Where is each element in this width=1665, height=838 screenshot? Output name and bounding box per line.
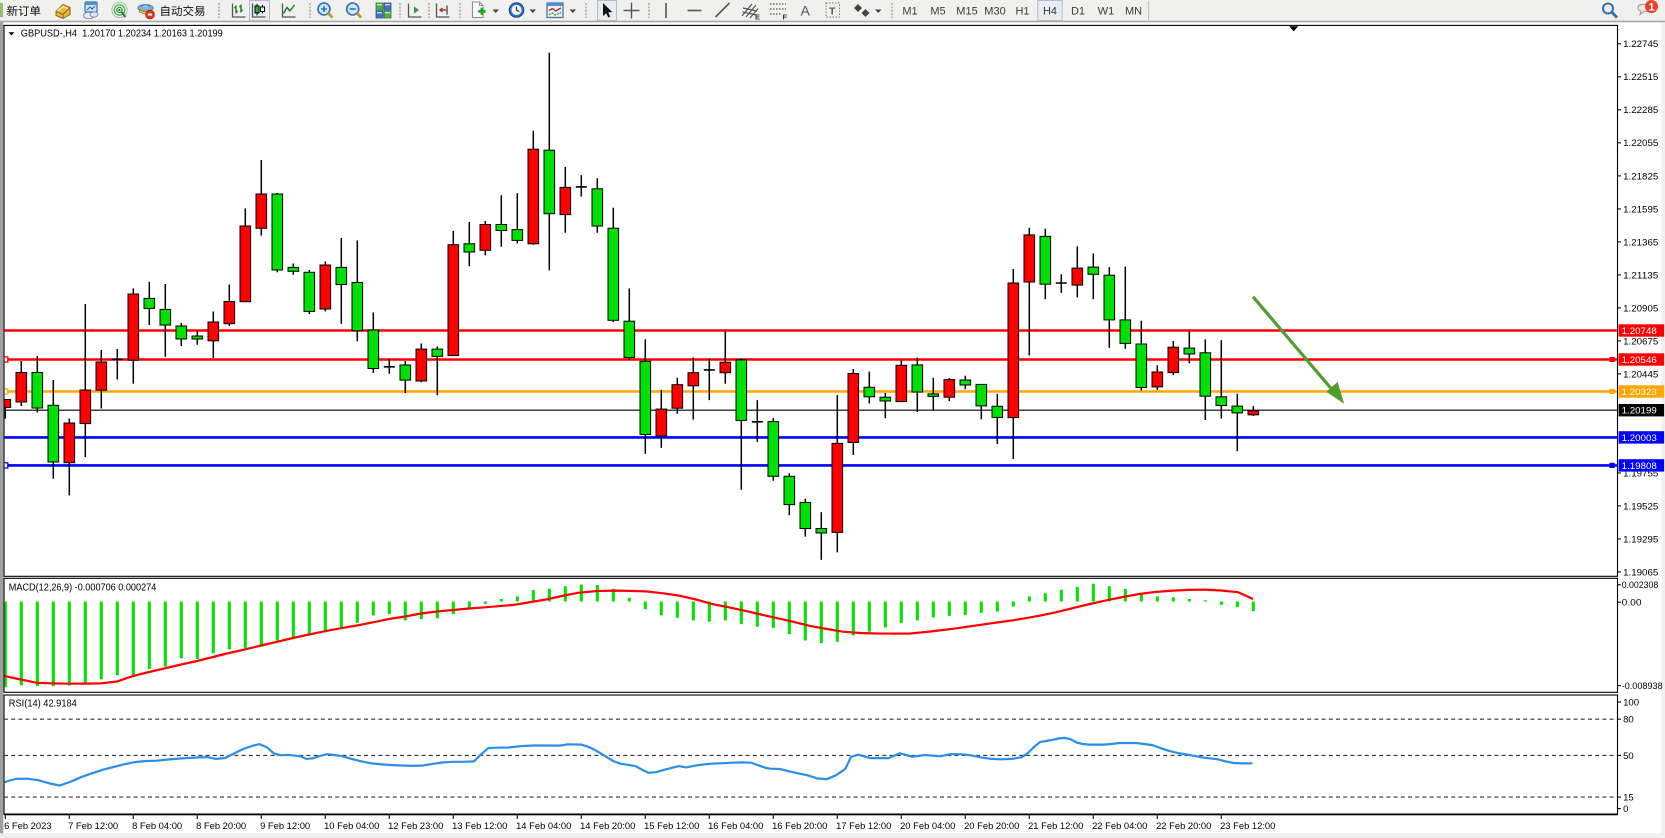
svg-text:D1: D1 (1071, 6, 1085, 18)
svg-text:1.19065: 1.19065 (1623, 567, 1658, 578)
svg-text:7 Feb 12:00: 7 Feb 12:00 (68, 820, 118, 831)
svg-text:1.22745: 1.22745 (1623, 39, 1658, 50)
svg-text:22 Feb 04:00: 22 Feb 04:00 (1092, 820, 1147, 831)
svg-text:A: A (801, 3, 811, 19)
svg-text:0: 0 (1623, 804, 1628, 815)
svg-text:1.19755: 1.19755 (1623, 468, 1658, 479)
svg-text:1.20748: 1.20748 (1622, 326, 1657, 337)
svg-text:0.00: 0.00 (1622, 598, 1642, 609)
svg-text:9 Feb 12:00: 9 Feb 12:00 (260, 820, 310, 831)
svg-text:20 Feb 04:00: 20 Feb 04:00 (900, 820, 955, 831)
svg-text:0.002308: 0.002308 (1622, 580, 1659, 591)
svg-text:RSI(14) 42.9184: RSI(14) 42.9184 (9, 698, 78, 709)
svg-text:10 Feb 04:00: 10 Feb 04:00 (324, 820, 379, 831)
svg-text:1.20199: 1.20199 (1622, 406, 1657, 417)
svg-text:1: 1 (1648, 2, 1654, 14)
svg-text:50: 50 (1623, 751, 1634, 762)
svg-text:1.20905: 1.20905 (1623, 303, 1658, 314)
svg-text:1.22055: 1.22055 (1623, 138, 1658, 149)
svg-text:1.22285: 1.22285 (1623, 105, 1658, 116)
svg-text:14 Feb 04:00: 14 Feb 04:00 (516, 820, 571, 831)
svg-text:1.20323: 1.20323 (1622, 387, 1657, 398)
svg-text:E: E (755, 13, 760, 22)
svg-text:1.20546: 1.20546 (1622, 355, 1657, 366)
svg-text:M5: M5 (930, 6, 945, 18)
svg-text:1.20445: 1.20445 (1623, 369, 1658, 380)
svg-text:H1: H1 (1015, 6, 1029, 18)
svg-text:MACD(12,26,9) -0.000706 0.0002: MACD(12,26,9) -0.000706 0.000274 (9, 583, 157, 594)
svg-text:6 Feb 2023: 6 Feb 2023 (4, 820, 51, 831)
svg-text:W1: W1 (1098, 6, 1115, 18)
svg-text:17 Feb 12:00: 17 Feb 12:00 (836, 820, 891, 831)
svg-text:1.21135: 1.21135 (1623, 270, 1658, 281)
svg-text:M1: M1 (902, 6, 917, 18)
svg-text:16 Feb 20:00: 16 Feb 20:00 (772, 820, 827, 831)
svg-text:14 Feb 20:00: 14 Feb 20:00 (580, 820, 635, 831)
svg-text:15: 15 (1623, 793, 1634, 804)
svg-text:21 Feb 12:00: 21 Feb 12:00 (1028, 820, 1083, 831)
svg-text:22 Feb 20:00: 22 Feb 20:00 (1156, 820, 1211, 831)
svg-text:1.20675: 1.20675 (1623, 336, 1658, 347)
svg-text:100: 100 (1623, 697, 1639, 708)
svg-text:M30: M30 (984, 6, 1005, 18)
svg-text:1.21365: 1.21365 (1623, 237, 1658, 248)
svg-text:16 Feb 04:00: 16 Feb 04:00 (708, 820, 763, 831)
svg-text:12 Feb 23:00: 12 Feb 23:00 (388, 820, 443, 831)
svg-text:23 Feb 12:00: 23 Feb 12:00 (1220, 820, 1275, 831)
svg-text:1.21825: 1.21825 (1623, 171, 1658, 182)
svg-text:15 Feb 12:00: 15 Feb 12:00 (644, 820, 699, 831)
svg-text:8 Feb 04:00: 8 Feb 04:00 (132, 820, 182, 831)
svg-text:80: 80 (1623, 715, 1634, 726)
svg-text:8 Feb 20:00: 8 Feb 20:00 (196, 820, 246, 831)
svg-text:1.19525: 1.19525 (1623, 501, 1658, 512)
svg-text:-0.008938: -0.008938 (1622, 681, 1663, 692)
svg-text:1.20003: 1.20003 (1622, 433, 1657, 444)
svg-text:13 Feb 12:00: 13 Feb 12:00 (452, 820, 507, 831)
svg-text:1.19295: 1.19295 (1623, 534, 1658, 545)
svg-text:1.19808: 1.19808 (1622, 461, 1657, 472)
svg-text:MN: MN (1125, 6, 1142, 18)
svg-text:H4: H4 (1043, 6, 1057, 18)
svg-text:GBPUSD-,H4 1.20170 1.20234 1.: GBPUSD-,H4 1.20170 1.20234 1.20163 1.201… (21, 29, 223, 40)
svg-text:1.21595: 1.21595 (1623, 204, 1658, 215)
svg-text:1.22515: 1.22515 (1623, 72, 1658, 83)
svg-text:F: F (783, 13, 788, 22)
svg-text:20 Feb 20:00: 20 Feb 20:00 (964, 820, 1019, 831)
svg-text:M15: M15 (956, 6, 977, 18)
svg-text:T: T (829, 6, 836, 18)
